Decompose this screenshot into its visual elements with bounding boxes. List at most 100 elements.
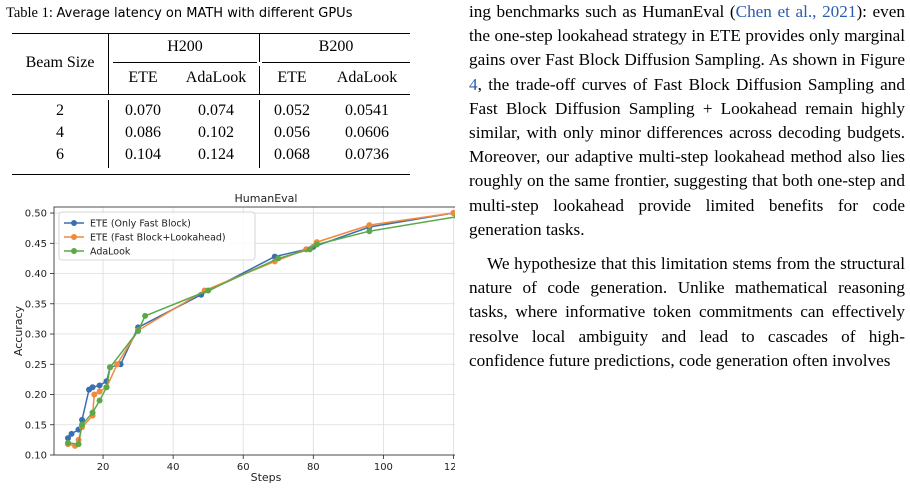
figure-ref-link[interactable]: 4 xyxy=(469,74,478,94)
series-point-3 xyxy=(142,312,149,319)
table-sub-rule-b200 xyxy=(262,62,410,63)
table-cell: 0.104 xyxy=(125,146,161,163)
y-tick-label: 0.40 xyxy=(25,269,47,280)
series-point-2 xyxy=(450,210,455,217)
table-subheader-adalook-b200: AdaLook xyxy=(336,69,398,86)
series-point-3 xyxy=(275,255,282,262)
x-tick-label: 60 xyxy=(237,462,250,473)
x-axis-label: Steps xyxy=(251,471,282,484)
y-tick-label: 0.45 xyxy=(25,239,47,250)
x-tick-label: 40 xyxy=(167,462,180,473)
legend-swatch-marker xyxy=(71,220,77,226)
table-cell: 0.0736 xyxy=(345,146,389,163)
series-point-3 xyxy=(103,384,110,391)
chart-title: HumanEval xyxy=(235,192,298,205)
body-text: ing benchmarks such as HumanEval (Chen e… xyxy=(469,0,905,373)
table-caption-label: Table 1: xyxy=(6,5,53,21)
table-cell: 0.070 xyxy=(125,102,161,119)
table-bottom-rule xyxy=(12,174,410,175)
table-caption-text: Average latency on MATH with different G… xyxy=(56,6,353,21)
series-point-3 xyxy=(107,364,114,371)
legend-label: ETE (Fast Block+Lookahead) xyxy=(90,233,226,244)
series-point-3 xyxy=(135,328,142,334)
table-cell: 0.086 xyxy=(125,124,161,141)
table-cell-beam: 6 xyxy=(56,146,64,163)
series-point-3 xyxy=(313,241,320,248)
chart-grid xyxy=(54,207,455,456)
table-cell: 0.052 xyxy=(274,102,310,119)
paragraph: ing benchmarks such as HumanEval (Chen e… xyxy=(469,0,905,242)
y-tick-label: 0.10 xyxy=(25,451,47,462)
series-point-3 xyxy=(453,214,455,219)
legend-swatch-marker xyxy=(71,234,77,240)
y-tick-label: 0.20 xyxy=(25,390,47,401)
series-point-2 xyxy=(96,388,103,395)
paragraph-text: , the trade-off curves of Fast Block Dif… xyxy=(469,74,905,239)
series-point-1 xyxy=(65,435,72,442)
series-point-2 xyxy=(366,222,373,229)
table-cell: 0.0606 xyxy=(345,124,389,141)
legend-box xyxy=(58,211,256,261)
table-subheader-ete-h200: ETE xyxy=(128,69,158,86)
series-point-2 xyxy=(91,391,98,398)
series-line-3 xyxy=(67,216,455,445)
table-cell-beam: 4 xyxy=(56,124,64,141)
table-mid-rule xyxy=(12,94,410,95)
legend-label: ETE (Only Fast Block) xyxy=(90,219,191,230)
series-point-2 xyxy=(114,361,121,368)
table-caption: Table 1: Average latency on MATH with di… xyxy=(6,5,352,22)
y-tick-label: 0.50 xyxy=(25,209,47,220)
series-point-3 xyxy=(366,228,373,235)
table-vrule-1b xyxy=(108,100,109,168)
series-point-1 xyxy=(79,416,86,423)
x-tick-label: 100 xyxy=(374,462,393,473)
legend-label: AdaLook xyxy=(90,247,131,258)
chart-ticks: 20 40 60 80 100 120 0.10 0.15 0.20 0.25 0.30 0.35 0.… xyxy=(25,209,455,473)
y-tick-label: 0.30 xyxy=(25,330,47,341)
series-point-3 xyxy=(65,439,72,446)
table-cell: 0.124 xyxy=(198,146,234,163)
series-point-3 xyxy=(75,441,82,448)
y-tick-label: 0.25 xyxy=(25,360,47,371)
y-tick-label: 0.15 xyxy=(25,420,47,431)
paragraph-text: ing benchmarks such as HumanEval ( xyxy=(469,2,736,21)
table-cell: 0.068 xyxy=(274,146,310,163)
humaneval-chart: HumanEval 20 40 60 80 100 120 0.10 0.15 0.20 0.25… xyxy=(12,192,455,484)
series-point-1 xyxy=(89,384,96,391)
series-point-3 xyxy=(205,287,212,294)
series-point-3 xyxy=(96,397,103,404)
table-cell: 0.0541 xyxy=(345,102,389,119)
series-point-3 xyxy=(89,409,96,416)
table-sub-rule-h200 xyxy=(113,62,257,63)
x-tick-label: 80 xyxy=(307,462,320,473)
y-axis-label: Accuracy xyxy=(12,305,25,356)
x-tick-label: 20 xyxy=(97,462,110,473)
table-subheader-ete-b200: ETE xyxy=(277,69,307,86)
table-row-header: Beam Size xyxy=(25,54,95,71)
series-point-1 xyxy=(96,382,103,389)
table-cell: 0.102 xyxy=(198,124,234,141)
chart-series xyxy=(65,210,455,449)
series-point-1 xyxy=(68,430,75,437)
legend-swatch-marker xyxy=(71,248,77,254)
table-cell: 0.074 xyxy=(198,102,234,119)
paragraph-text: ): even the one-step lookahead strategy … xyxy=(469,2,905,70)
citation-link[interactable]: Chen et al., 2021 xyxy=(735,2,857,21)
table-cell: 0.056 xyxy=(274,124,310,141)
series-point-3 xyxy=(306,246,313,253)
x-tick-label: 120 xyxy=(444,462,455,473)
plot-frame xyxy=(53,206,455,456)
paragraph: We hypothesize that this limitation stem… xyxy=(469,254,905,370)
table-group-b200: B200 xyxy=(318,38,354,55)
table-top-rule xyxy=(12,33,410,34)
table-vrule-2 xyxy=(259,34,260,62)
table-subheader-adalook-h200: AdaLook xyxy=(185,69,247,86)
table-group-h200: H200 xyxy=(167,38,203,55)
series-point-3 xyxy=(79,421,86,428)
table-vrule-1 xyxy=(108,34,109,94)
table-vrule-2c xyxy=(259,100,260,168)
table-vrule-2b xyxy=(259,66,260,94)
y-tick-label: 0.35 xyxy=(25,299,47,310)
table-cell-beam: 2 xyxy=(56,102,64,119)
chart-legend: ETE (Only Fast Block) ETE (Fast Block+Loo… xyxy=(58,211,256,261)
